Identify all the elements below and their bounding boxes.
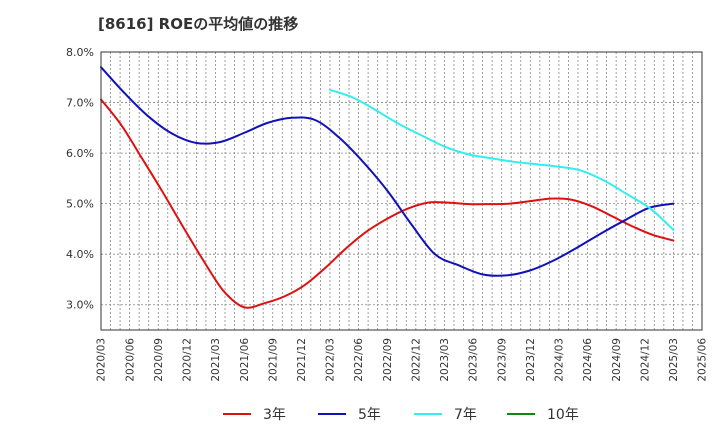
x-tick-label: 2021/09 xyxy=(267,338,279,382)
x-tick-label: 2025/03 xyxy=(668,338,680,382)
x-tick-label: 2025/06 xyxy=(697,338,709,382)
x-tick-label: 2024/06 xyxy=(582,338,594,382)
y-tick-label: 6.0% xyxy=(66,147,94,160)
x-tick-label: 2021/06 xyxy=(239,338,251,382)
x-tick-label: 2022/03 xyxy=(325,338,337,382)
x-tick-label: 2023/06 xyxy=(468,338,480,382)
legend-label: 10年 xyxy=(547,407,579,423)
y-axis-ticks: 3.0% 4.0% 5.0% 6.0% 7.0% 8.0% xyxy=(66,46,94,312)
legend: 3年 5年 7年 10年 xyxy=(223,407,579,423)
x-tick-label: 2024/03 xyxy=(554,338,566,382)
x-tick-label: 2022/12 xyxy=(410,338,422,382)
x-tick-label: 2023/09 xyxy=(496,338,508,382)
legend-label: 3年 xyxy=(263,407,286,423)
x-tick-label: 2020/03 xyxy=(96,338,108,382)
chart-title: [8616] ROEの平均値の推移 xyxy=(98,15,299,33)
x-tick-label: 2020/09 xyxy=(153,338,165,382)
x-tick-label: 2022/06 xyxy=(353,338,365,382)
y-tick-label: 4.0% xyxy=(66,248,94,261)
series-line-5年 xyxy=(100,66,675,277)
plot-border xyxy=(100,51,703,331)
series-line-3年 xyxy=(100,98,675,309)
x-tick-label: 2024/09 xyxy=(611,338,623,382)
x-tick-label: 2023/12 xyxy=(525,338,537,382)
x-tick-label: 2020/12 xyxy=(182,338,194,382)
plot-background xyxy=(101,52,702,330)
series-line-7年 xyxy=(328,88,675,231)
legend-label: 7年 xyxy=(454,407,477,423)
grid-layer xyxy=(101,52,702,330)
x-axis-ticks: 2020/03 2020/06 2020/09 2020/12 2021/03 2021/… xyxy=(96,338,709,382)
y-tick-label: 7.0% xyxy=(66,97,94,110)
y-tick-label: 3.0% xyxy=(66,299,94,312)
x-tick-label: 2021/03 xyxy=(210,338,222,382)
x-tick-label: 2023/03 xyxy=(439,338,451,382)
x-tick-label: 2021/12 xyxy=(296,338,308,382)
x-tick-label: 2024/12 xyxy=(639,338,651,382)
series-layer xyxy=(100,66,675,309)
x-tick-label: 2022/09 xyxy=(382,338,394,382)
y-tick-label: 8.0% xyxy=(66,46,94,59)
legend-label: 5年 xyxy=(358,407,381,423)
x-tick-label: 2020/06 xyxy=(124,338,136,382)
y-tick-label: 5.0% xyxy=(66,198,94,211)
